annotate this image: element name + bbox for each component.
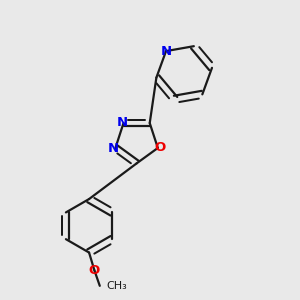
Text: N: N [117,116,128,129]
Text: O: O [89,264,100,277]
Text: N: N [160,45,172,58]
Text: O: O [154,142,166,154]
Text: CH₃: CH₃ [106,281,127,291]
Text: N: N [108,142,119,155]
